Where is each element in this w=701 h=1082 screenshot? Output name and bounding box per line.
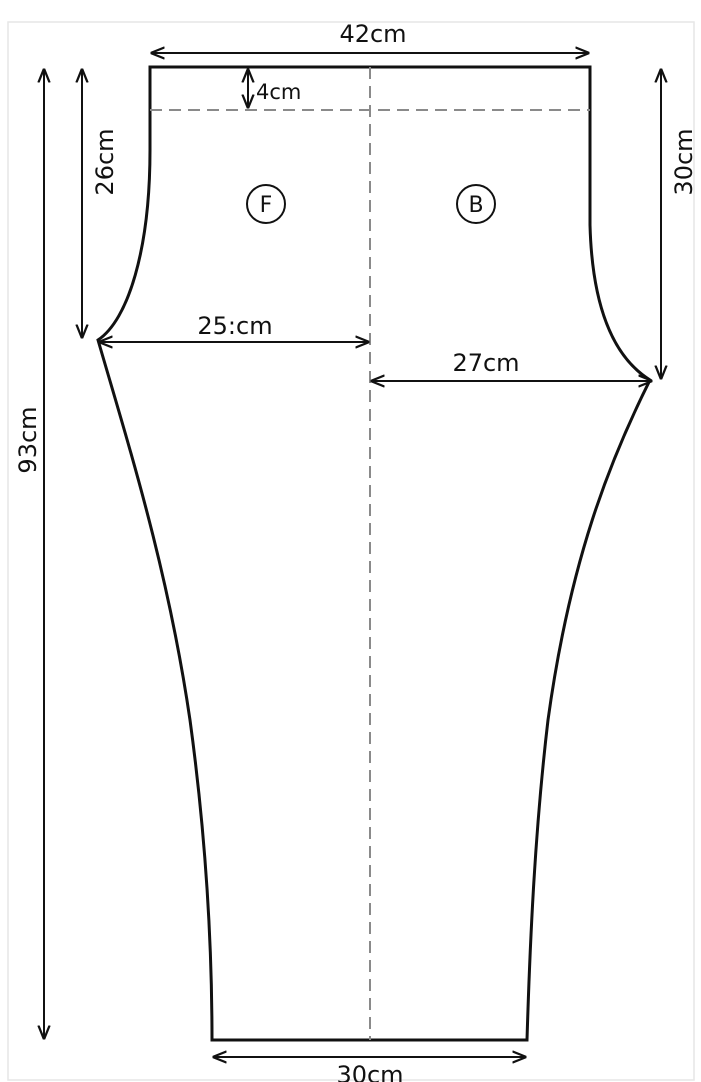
back-panel-letter: B xyxy=(468,193,483,218)
front-panel-letter: F xyxy=(260,193,273,218)
back-panel-circle xyxy=(456,184,496,224)
front-rise-label: 26cm xyxy=(91,128,119,195)
pattern-outline xyxy=(96,65,652,1042)
waistband-depth-label: 4cm xyxy=(256,80,301,104)
total-length-label: 93cm xyxy=(14,406,42,473)
back-crotch-width-label: 27cm xyxy=(452,349,519,377)
back-rise-label: 30cm xyxy=(670,128,698,195)
front-panel-circle xyxy=(246,184,286,224)
front-crotch-width-label: 25:cm xyxy=(197,312,272,340)
waist-width-label: 42cm xyxy=(339,20,406,48)
frame-edge xyxy=(7,21,695,1081)
hem-width-label: 30cm xyxy=(336,1061,403,1082)
